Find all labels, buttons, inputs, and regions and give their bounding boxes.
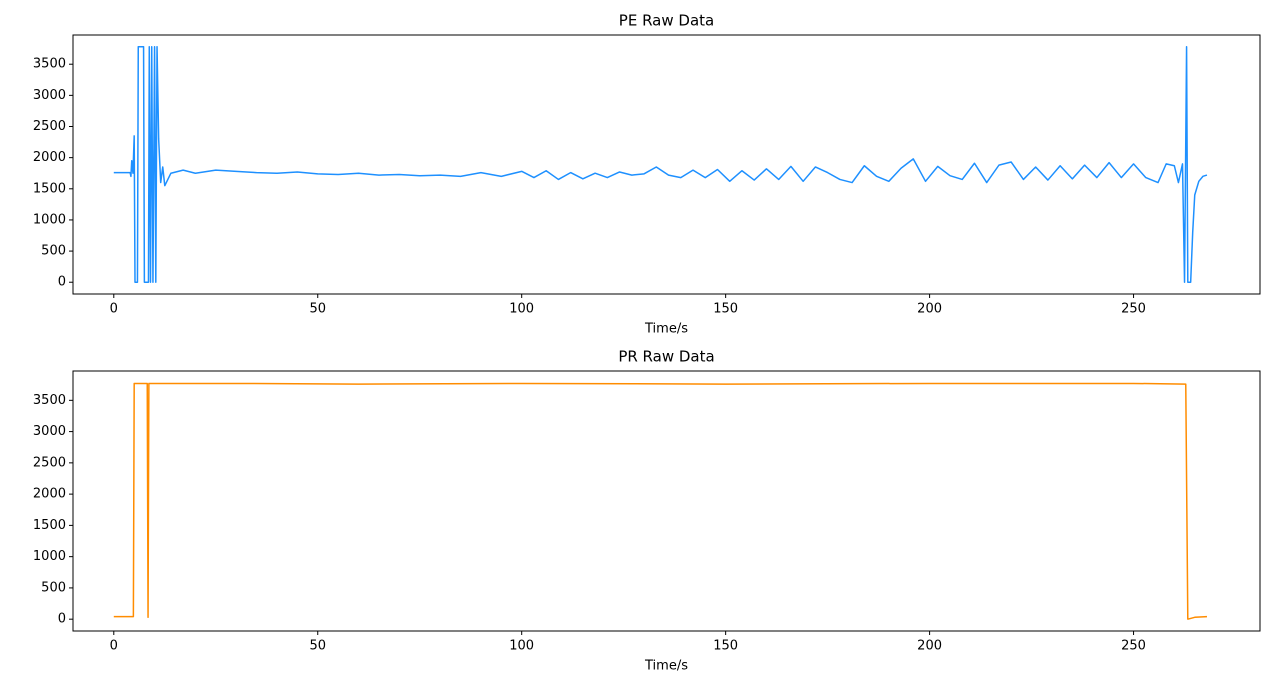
chart-title: PR Raw Data <box>618 348 714 366</box>
y-tick-label: 2500 <box>33 119 66 134</box>
x-axis-label: Time/s <box>644 322 688 337</box>
x-tick-label: 150 <box>713 639 738 654</box>
y-tick-label: 2000 <box>33 150 66 165</box>
x-tick-label: 50 <box>309 639 326 654</box>
x-tick-label: 200 <box>917 302 942 317</box>
x-tick-label: 150 <box>713 302 738 317</box>
y-tick-label: 0 <box>58 275 66 290</box>
x-tick-label: 250 <box>1121 302 1146 317</box>
y-tick-label: 3000 <box>33 424 66 439</box>
data-line <box>113 382 1208 620</box>
y-tick-label: 500 <box>41 580 66 595</box>
y-tick-label: 1000 <box>33 212 66 227</box>
axes-frame <box>72 34 1261 295</box>
y-tick-label: 3500 <box>33 57 66 72</box>
chart-title: PE Raw Data <box>619 12 714 30</box>
axes-frame <box>72 370 1261 632</box>
y-tick-label: 1500 <box>33 181 66 196</box>
x-tick-label: 0 <box>110 639 118 654</box>
x-tick-label: 250 <box>1121 639 1146 654</box>
y-tick-label: 2000 <box>33 487 66 502</box>
y-tick-label: 2500 <box>33 455 66 470</box>
x-tick-label: 200 <box>917 639 942 654</box>
x-tick-label: 0 <box>110 302 118 317</box>
y-tick-label: 3000 <box>33 88 66 103</box>
x-axis-label: Time/s <box>644 659 688 674</box>
data-line <box>113 46 1208 283</box>
x-tick-label: 50 <box>309 302 326 317</box>
x-tick-label: 100 <box>509 639 534 654</box>
y-tick-label: 0 <box>58 612 66 627</box>
y-tick-label: 3500 <box>33 393 66 408</box>
y-tick-label: 500 <box>41 244 66 259</box>
y-tick-label: 1000 <box>33 549 66 564</box>
x-tick-label: 100 <box>509 302 534 317</box>
y-tick-label: 1500 <box>33 518 66 533</box>
